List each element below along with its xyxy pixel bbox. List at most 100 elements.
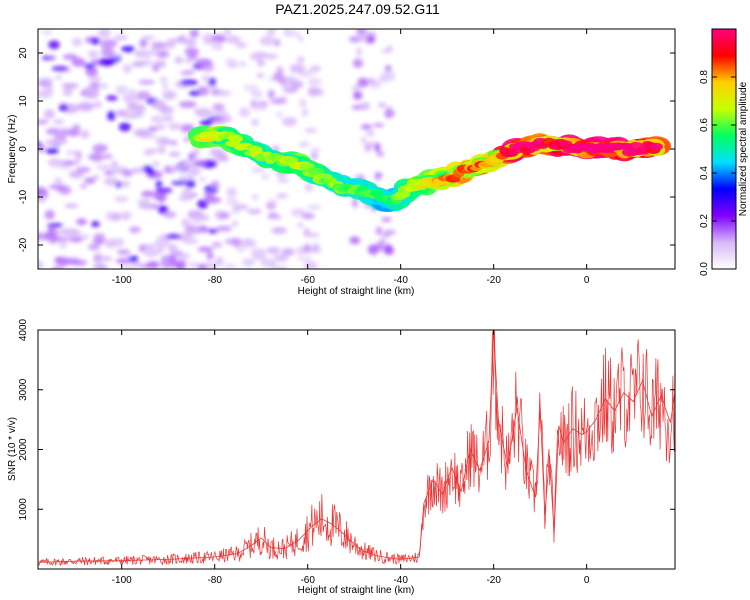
noise-blob: [218, 154, 230, 162]
ridge-point: [228, 134, 244, 143]
noise-blob: [106, 95, 118, 101]
noise-blob: [195, 58, 213, 68]
noise-blob: [375, 226, 383, 236]
noise-blob: [48, 40, 60, 50]
noise-blob: [65, 229, 75, 240]
noise-blob: [260, 258, 276, 268]
noise-blob: [55, 75, 63, 80]
noise-blob: [84, 177, 96, 184]
noise-blob: [366, 129, 375, 137]
noise-blob: [109, 212, 122, 222]
noise-blob: [266, 198, 278, 205]
noise-blob: [307, 232, 320, 238]
noise-blob: [91, 38, 100, 45]
noise-blob: [158, 104, 169, 114]
noise-blob: [179, 174, 195, 181]
noise-blob: [299, 98, 307, 108]
noise-blob: [381, 217, 392, 222]
noise-blob: [206, 251, 214, 260]
noise-blob: [133, 128, 150, 137]
noise-blob: [233, 203, 249, 211]
noise-blob: [298, 36, 305, 42]
noise-blob: [107, 110, 116, 121]
noise-blob: [141, 190, 155, 198]
noise-blob: [146, 260, 160, 269]
noise-blob: [61, 82, 79, 89]
noise-blob: [235, 41, 248, 49]
noise-blob: [261, 174, 270, 181]
noise-blob: [167, 123, 182, 130]
noise-blob: [115, 110, 126, 116]
noise-blob: [213, 110, 229, 117]
noise-blob: [310, 147, 321, 153]
noise-blob: [113, 237, 125, 247]
noise-blob: [273, 71, 285, 82]
noise-blob: [38, 260, 44, 269]
noise-blob: [366, 78, 376, 83]
noise-blob: [156, 123, 166, 131]
noise-blob: [155, 247, 165, 254]
ridge-point: [307, 167, 324, 176]
spectrogram-x-tick-label: -80: [207, 275, 222, 286]
noise-blob: [273, 254, 289, 262]
noise-blob: [186, 178, 196, 189]
noise-blob: [132, 61, 145, 68]
noise-blob: [92, 143, 108, 153]
noise-blob: [281, 248, 295, 256]
noise-blob: [168, 140, 178, 146]
noise-blob: [383, 71, 396, 81]
figure-title: PAZ1.2025.247.09.52.G11: [275, 1, 440, 17]
noise-blob: [128, 255, 139, 263]
noise-blob: [169, 165, 186, 172]
noise-blob: [162, 139, 171, 145]
noise-blob: [120, 45, 136, 53]
noise-blob: [257, 59, 265, 67]
noise-blob: [143, 249, 159, 258]
noise-blob: [97, 57, 116, 67]
noise-blob: [273, 265, 288, 269]
noise-blob: [65, 150, 82, 155]
noise-blob: [251, 193, 259, 201]
colorbar-tick-label: 0.4: [699, 166, 710, 180]
noise-blob: [93, 233, 106, 239]
noise-blob: [249, 52, 263, 61]
noise-blob: [115, 258, 130, 264]
noise-blob: [250, 99, 258, 108]
noise-blob: [51, 66, 69, 72]
noise-blob: [218, 211, 230, 220]
noise-blob: [87, 243, 100, 251]
noise-blob: [114, 196, 129, 203]
noise-blob: [47, 226, 57, 235]
spectrogram-y-tick-label: 20: [18, 47, 29, 59]
noise-blob: [53, 178, 63, 183]
noise-blob: [180, 70, 194, 75]
noise-blob: [174, 56, 183, 64]
noise-blob: [45, 147, 59, 155]
noise-blob: [218, 115, 233, 123]
noise-blob: [162, 82, 169, 90]
noise-blob: [282, 116, 298, 127]
noise-blob: [307, 204, 322, 210]
noise-blob: [92, 263, 108, 269]
noise-blob: [162, 90, 177, 100]
noise-blob: [154, 238, 171, 249]
noise-blob: [215, 256, 224, 266]
noise-blob: [372, 247, 378, 256]
noise-blob: [49, 235, 57, 244]
noise-blob: [71, 37, 83, 47]
noise-blob: [49, 184, 67, 190]
noise-blob: [101, 256, 113, 261]
noise-blob: [223, 29, 232, 35]
noise-blob: [151, 41, 166, 50]
noise-blob: [100, 50, 116, 57]
noise-blob: [270, 98, 286, 105]
noise-blob: [93, 101, 103, 108]
noise-blob: [310, 152, 319, 160]
noise-blob: [175, 261, 187, 269]
snr-chart: -100 -80 -60 -40 -20 0 1000 2000 3000 4000 Heigh…: [7, 318, 676, 596]
noise-blob: [211, 241, 223, 249]
noise-blob: [225, 197, 239, 206]
noise-blob: [188, 151, 198, 159]
noise-blob: [57, 256, 70, 267]
colorbar-tick-label: 0.6: [699, 118, 710, 132]
